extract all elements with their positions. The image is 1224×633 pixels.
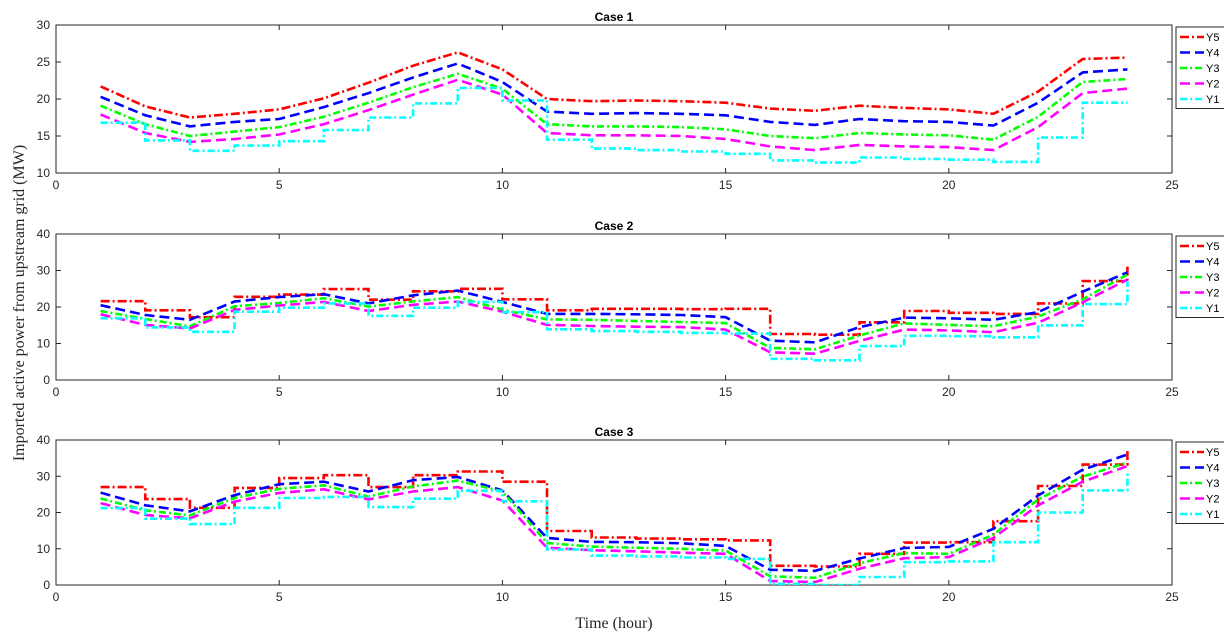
chart-2: 0 5 10 15 20 25 0 10 20 30 40 Case 2 Y5 Y4 Y3 Y2 Y1 <box>37 219 1224 399</box>
legend-entry-y3: Y3 <box>1206 478 1219 490</box>
x-tick-label: 0 <box>53 590 60 604</box>
legend: Y5 Y4 Y3 Y2 Y1 <box>1175 235 1224 318</box>
legend-entry-y3: Y3 <box>1206 63 1219 75</box>
x-tick-label: 10 <box>496 178 510 192</box>
x-tick-label: 25 <box>1165 590 1179 604</box>
y-tick-label: 25 <box>37 55 51 69</box>
series-line-y3 <box>100 273 1129 351</box>
y-tick-label: 30 <box>37 18 51 32</box>
y-tick-label: 10 <box>37 542 51 556</box>
legend-entry-y1: Y1 <box>1206 303 1219 315</box>
legend-entry-y2: Y2 <box>1206 494 1219 506</box>
legend-entry-y5: Y5 <box>1206 241 1219 253</box>
x-tick-label: 5 <box>276 590 283 604</box>
x-tick-label: 5 <box>276 385 283 399</box>
series-line-y2 <box>100 464 1128 584</box>
chart-title: Case 1 <box>595 10 634 24</box>
legend-entry-y5: Y5 <box>1206 447 1219 459</box>
legend: Y5 Y4 Y3 Y2 Y1 <box>1175 441 1224 524</box>
x-tick-label: 15 <box>719 178 733 192</box>
series-line-y4 <box>100 453 1128 573</box>
series-line-y2 <box>100 78 1128 152</box>
y-tick-label: 30 <box>37 264 51 278</box>
y-tick-label: 40 <box>37 433 51 447</box>
x-tick-label: 0 <box>53 178 60 192</box>
y-tick-label: 0 <box>43 578 50 592</box>
legend-entry-y2: Y2 <box>1206 288 1219 300</box>
series-line-y1 <box>100 473 1129 585</box>
series-line-y3 <box>100 72 1128 142</box>
series-line-y5 <box>100 265 1129 336</box>
x-tick-label: 20 <box>942 590 956 604</box>
series-line-y2 <box>100 278 1128 356</box>
x-tick-label: 20 <box>942 178 956 192</box>
y-tick-label: 10 <box>37 166 51 180</box>
y-axis-label: Imported active power from upstream grid… <box>11 145 28 461</box>
legend: Y5 Y4 Y3 Y2 Y1 <box>1175 26 1224 109</box>
y-tick-label: 10 <box>37 337 51 351</box>
series-line-y4 <box>100 271 1128 344</box>
legend-entry-y2: Y2 <box>1206 79 1219 91</box>
series-line-y3 <box>100 461 1128 580</box>
legend-entry-y4: Y4 <box>1206 48 1219 60</box>
x-tick-label: 15 <box>719 385 733 399</box>
series-lines <box>100 51 1128 164</box>
x-tick-label: 5 <box>276 178 283 192</box>
y-tick-label: 15 <box>37 129 51 143</box>
series-line-y5 <box>100 51 1128 119</box>
plot-area <box>55 233 1173 381</box>
y-tick-label: 30 <box>37 469 51 483</box>
legend-entry-y4: Y4 <box>1206 257 1219 269</box>
y-tick-label: 20 <box>37 92 51 106</box>
y-tick-label: 40 <box>37 227 51 241</box>
series-lines <box>100 449 1129 585</box>
legend-entry-y1: Y1 <box>1206 509 1219 521</box>
plot-area <box>55 439 1173 586</box>
x-tick-label: 20 <box>942 385 956 399</box>
chart-title: Case 2 <box>595 219 634 233</box>
legend-entry-y4: Y4 <box>1206 463 1219 475</box>
series-line-y1 <box>100 281 1129 362</box>
x-tick-label: 0 <box>53 385 60 399</box>
x-tick-label: 25 <box>1165 178 1179 192</box>
series-line-y1 <box>100 86 1128 164</box>
x-tick-label: 25 <box>1165 385 1179 399</box>
x-axis-label: Time (hour) <box>575 615 652 632</box>
x-tick-label: 15 <box>719 590 733 604</box>
legend-entry-y5: Y5 <box>1206 32 1219 44</box>
x-tick-label: 10 <box>496 590 510 604</box>
x-tick-label: 10 <box>496 385 510 399</box>
chart-1: 0 5 10 15 20 25 10 15 20 25 30 Case 1 Y5 Y4 Y3 Y2 Y1 <box>37 10 1224 192</box>
y-tick-label: 20 <box>37 300 51 314</box>
legend-entry-y1: Y1 <box>1206 94 1219 106</box>
series-lines <box>100 265 1129 362</box>
legend-entry-y3: Y3 <box>1206 272 1219 284</box>
chart-panels: 0 5 10 15 20 25 10 15 20 25 30 Case 1 Y5 Y4 Y3 Y2 Y1 0 5 10… <box>37 10 1224 604</box>
y-tick-label: 0 <box>43 373 50 387</box>
y-tick-label: 20 <box>37 506 51 520</box>
chart-title: Case 3 <box>595 425 634 439</box>
chart-3: 0 5 10 15 20 25 0 10 20 30 40 Case 3 Y5 Y4 Y3 Y2 Y1 <box>37 425 1224 604</box>
series-line-y5 <box>100 449 1129 568</box>
